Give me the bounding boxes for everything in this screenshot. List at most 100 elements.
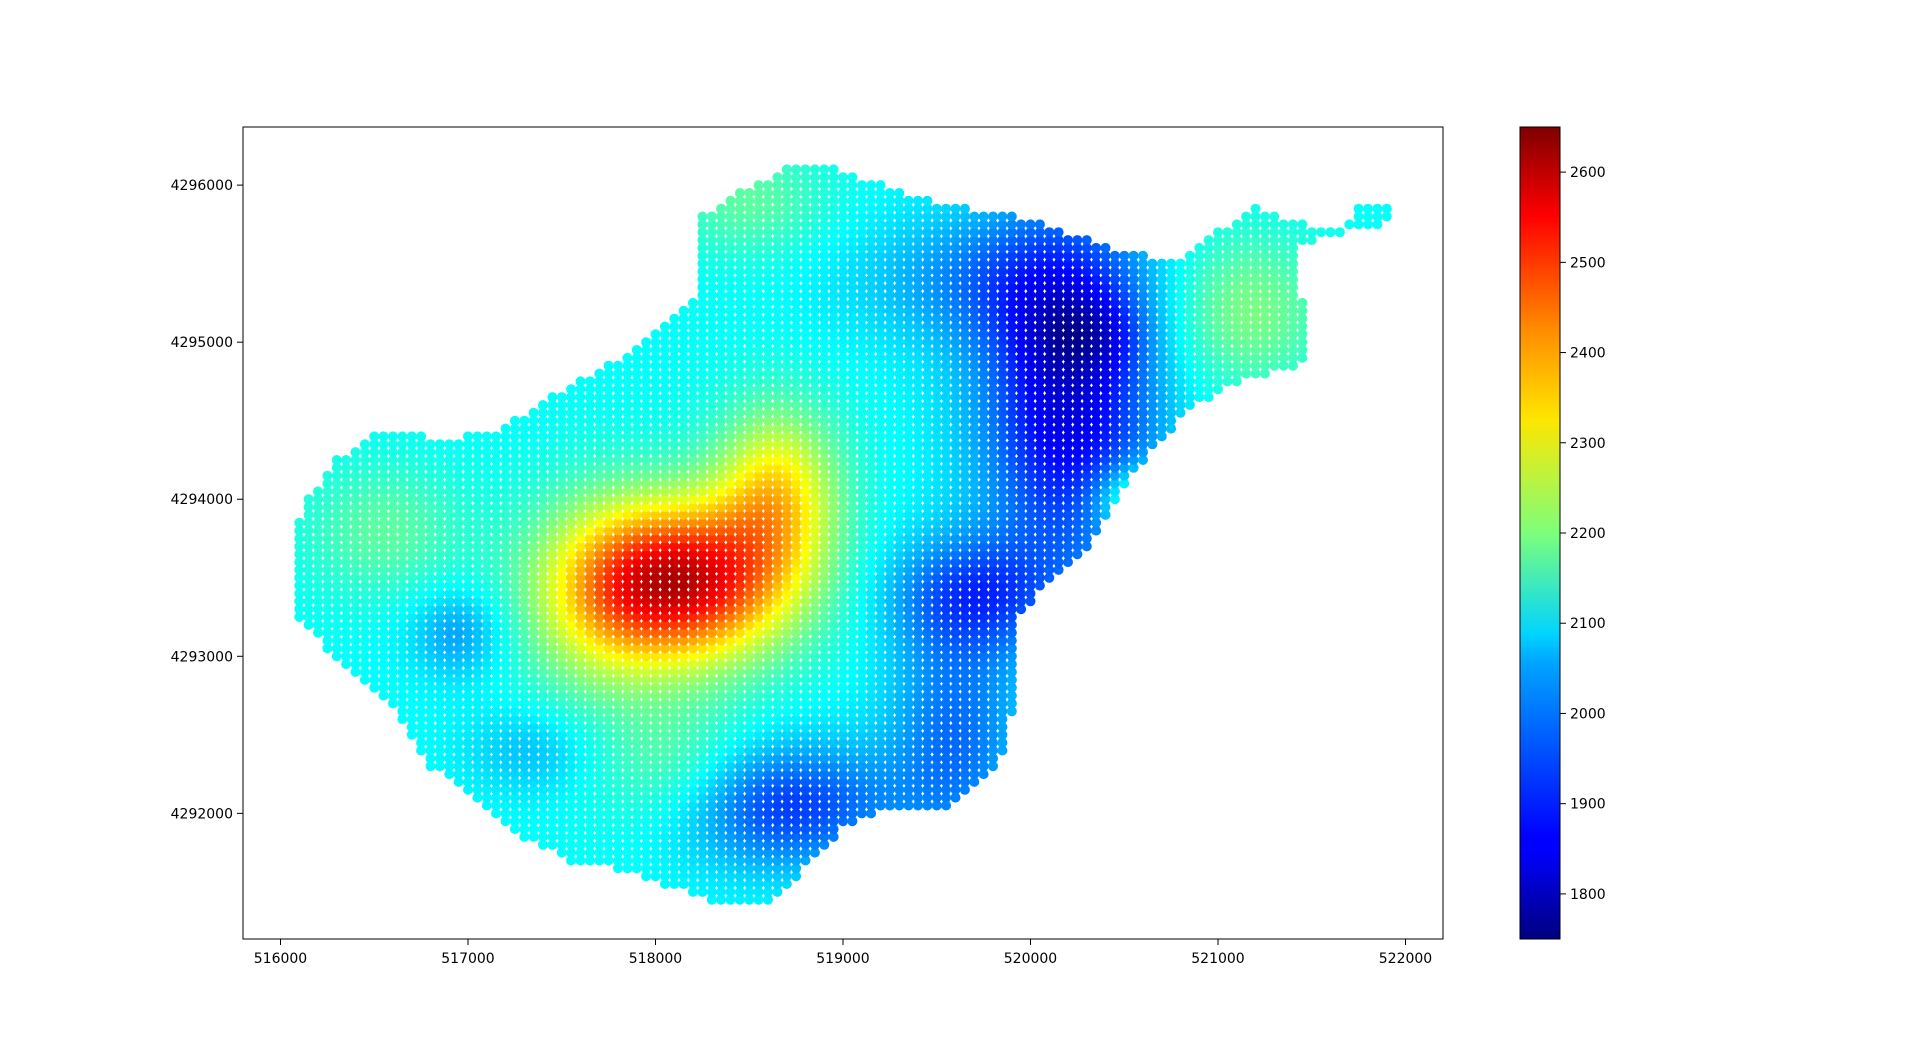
scatter-point xyxy=(659,564,670,575)
scatter-point xyxy=(491,517,502,528)
scatter-point xyxy=(481,494,492,505)
scatter-point xyxy=(847,455,858,465)
scatter-point xyxy=(819,470,830,481)
scatter-point xyxy=(1175,368,1186,379)
scatter-point xyxy=(688,525,698,536)
scatter-point xyxy=(838,682,848,693)
scatter-point xyxy=(941,423,952,434)
scatter-point xyxy=(472,761,483,772)
scatter-point xyxy=(716,855,727,866)
scatter-point xyxy=(697,588,708,599)
scatter-point xyxy=(781,423,792,434)
scatter-point xyxy=(444,455,455,465)
scatter-point xyxy=(959,682,970,693)
scatter-point xyxy=(725,525,736,536)
scatter-point xyxy=(838,329,848,340)
scatter-point xyxy=(866,509,877,520)
scatter-point xyxy=(331,651,342,662)
scatter-point xyxy=(725,431,736,442)
scatter-point xyxy=(819,800,830,811)
scatter-point xyxy=(763,619,773,630)
scatter-point xyxy=(388,447,398,458)
scatter-point xyxy=(556,698,567,709)
scatter-point xyxy=(706,769,717,780)
scatter-point xyxy=(753,800,764,811)
scatter-point xyxy=(903,753,914,764)
scatter-point xyxy=(725,839,736,850)
scatter-point xyxy=(538,596,548,607)
scatter-point xyxy=(847,722,858,732)
scatter-point xyxy=(716,400,727,410)
scatter-point xyxy=(519,627,530,638)
scatter-point xyxy=(631,863,642,874)
scatter-point xyxy=(781,651,792,662)
scatter-point xyxy=(922,470,933,481)
scatter-point xyxy=(1288,360,1298,371)
scatter-point xyxy=(931,462,942,473)
scatter-point xyxy=(894,698,905,709)
scatter-point xyxy=(463,753,473,764)
scatter-point xyxy=(800,831,811,842)
scatter-point xyxy=(1194,321,1205,332)
scatter-point xyxy=(791,784,802,795)
scatter-point xyxy=(884,612,895,622)
scatter-point xyxy=(950,580,961,591)
scatter-point xyxy=(950,784,961,795)
scatter-point xyxy=(406,627,417,638)
scatter-point xyxy=(828,800,839,811)
scatter-point xyxy=(875,761,886,772)
scatter-point xyxy=(519,722,530,732)
scatter-point xyxy=(575,761,586,772)
scatter-point xyxy=(894,619,905,630)
scatter-point xyxy=(856,486,867,497)
scatter-point xyxy=(913,706,923,717)
scatter-point xyxy=(659,831,670,842)
scatter-point xyxy=(584,392,595,403)
scatter-point xyxy=(575,494,586,505)
scatter-point xyxy=(1250,360,1261,371)
scatter-point xyxy=(894,447,905,458)
scatter-point xyxy=(481,737,492,748)
scatter-point xyxy=(744,682,755,693)
scatter-point xyxy=(594,745,605,756)
scatter-point xyxy=(744,612,755,622)
scatter-point xyxy=(378,447,389,458)
scatter-point xyxy=(828,564,839,575)
scatter-point xyxy=(697,737,708,748)
scatter-point xyxy=(763,784,773,795)
scatter-point xyxy=(978,761,989,772)
scatter-point xyxy=(734,627,745,638)
scatter-point xyxy=(744,604,755,615)
scatter-point xyxy=(556,753,567,764)
scatter-point xyxy=(669,682,680,693)
scatter-point xyxy=(594,462,605,473)
scatter-point xyxy=(1297,321,1308,332)
scatter-point xyxy=(791,533,802,544)
scatter-point xyxy=(856,423,867,434)
scatter-point xyxy=(903,682,914,693)
scatter-point xyxy=(969,737,980,748)
scatter-point xyxy=(697,368,708,379)
scatter-point xyxy=(594,667,605,677)
scatter-point xyxy=(416,439,427,450)
scatter-point xyxy=(800,517,811,528)
scatter-point xyxy=(1147,345,1158,355)
scatter-point xyxy=(884,761,895,772)
scatter-point xyxy=(819,423,830,434)
scatter-point xyxy=(434,753,445,764)
scatter-point xyxy=(406,714,417,725)
scatter-point xyxy=(959,345,970,355)
scatter-point xyxy=(500,800,511,811)
scatter-point xyxy=(481,690,492,701)
scatter-point xyxy=(819,761,830,772)
scatter-point xyxy=(463,784,473,795)
scatter-point xyxy=(1091,447,1102,458)
scatter-point xyxy=(753,847,764,858)
scatter-point xyxy=(669,800,680,811)
scatter-point xyxy=(538,619,548,630)
scatter-point xyxy=(884,486,895,497)
scatter-point xyxy=(359,580,370,591)
scatter-point xyxy=(847,321,858,332)
scatter-point xyxy=(1138,345,1148,355)
scatter-point xyxy=(734,776,745,787)
